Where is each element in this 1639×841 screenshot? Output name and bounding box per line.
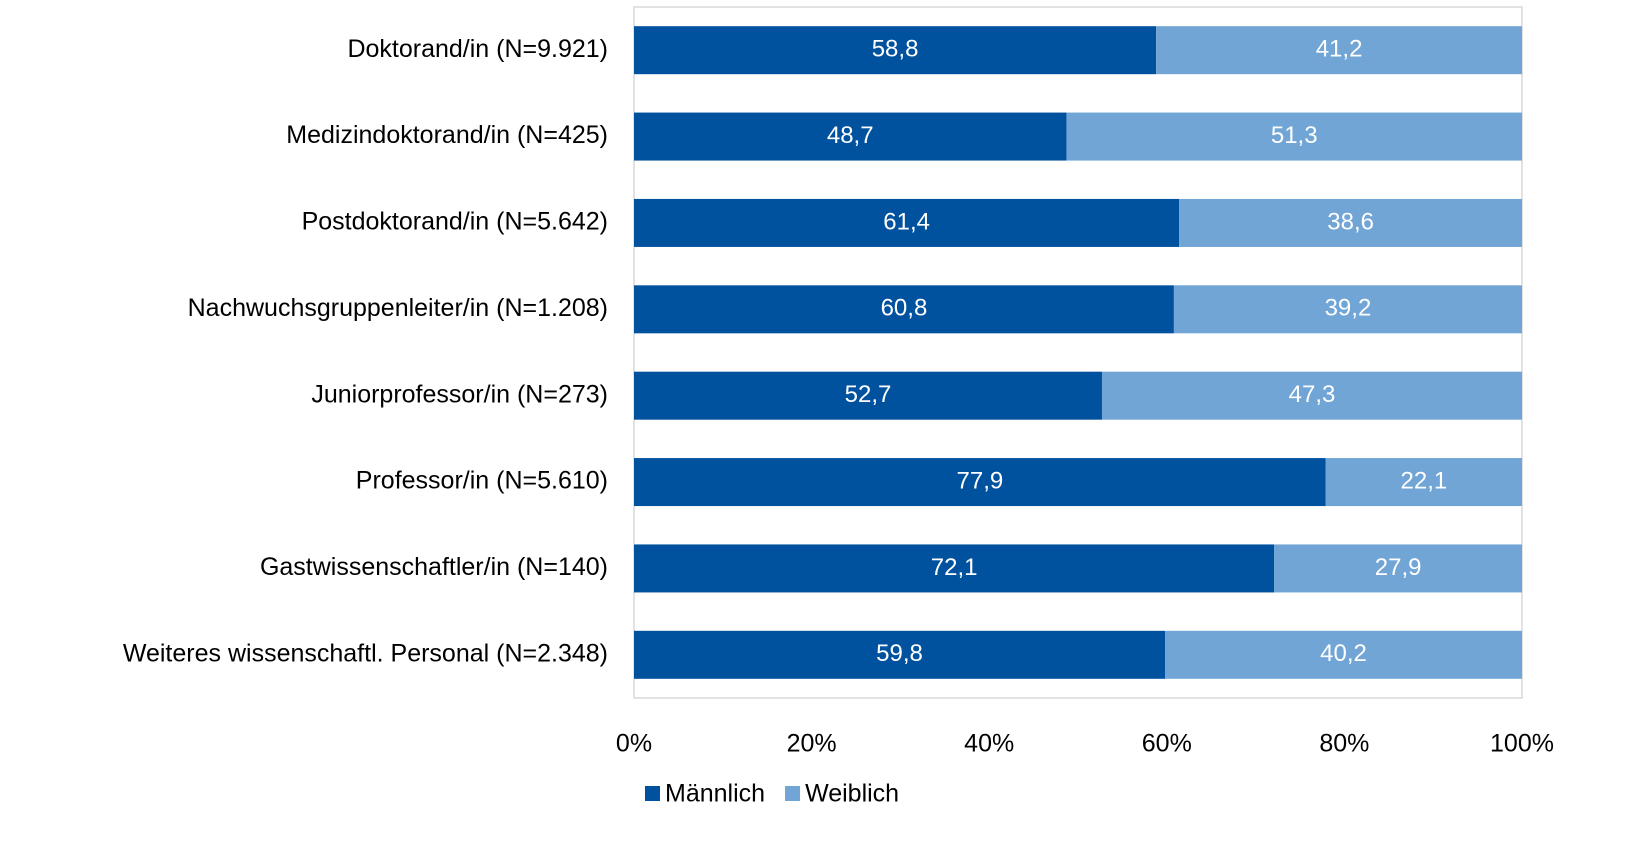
data-label: 72,1 bbox=[931, 554, 978, 581]
x-tick-label: 20% bbox=[787, 730, 837, 758]
data-label: 48,7 bbox=[827, 122, 874, 149]
data-label: 77,9 bbox=[957, 467, 1004, 494]
bar-segment bbox=[1179, 198, 1522, 247]
bar-segment bbox=[634, 26, 1157, 75]
x-tick-label: 0% bbox=[616, 730, 652, 758]
x-tick-label: 80% bbox=[1319, 730, 1369, 758]
bar-segment bbox=[1165, 630, 1522, 679]
bar-segment bbox=[634, 198, 1180, 247]
bar-segment bbox=[634, 285, 1174, 334]
legend-swatch bbox=[785, 786, 801, 801]
y-tick-label: Professor/in (N=5.610) bbox=[356, 467, 608, 495]
bar-segment bbox=[1274, 544, 1522, 593]
bar-segment bbox=[1173, 285, 1522, 334]
bar-segment bbox=[1156, 26, 1522, 75]
y-tick-label: Postdoktorand/in (N=5.642) bbox=[302, 208, 608, 236]
bar-segment bbox=[634, 544, 1275, 593]
data-label: 40,2 bbox=[1320, 640, 1367, 667]
data-label: 41,2 bbox=[1316, 36, 1363, 63]
y-tick-label: Gastwissenschaftler/in (N=140) bbox=[260, 553, 608, 581]
bar-segment bbox=[1066, 112, 1522, 161]
data-label: 52,7 bbox=[845, 381, 892, 408]
bar-segment bbox=[634, 371, 1102, 420]
data-label: 38,6 bbox=[1327, 208, 1374, 235]
plot-area bbox=[633, 6, 1523, 699]
bar-segment bbox=[1325, 458, 1522, 507]
legend-label: Männlich bbox=[665, 780, 765, 808]
data-label: 47,3 bbox=[1289, 381, 1336, 408]
y-tick-label: Weiteres wissenschaftl. Personal (N=2.34… bbox=[123, 639, 608, 667]
bar-segment bbox=[1101, 371, 1522, 420]
data-label: 58,8 bbox=[872, 36, 919, 63]
data-label: 61,4 bbox=[883, 208, 930, 235]
y-tick-label: Juniorprofessor/in (N=273) bbox=[311, 380, 608, 408]
x-tick-label: 100% bbox=[1490, 730, 1554, 758]
bar-segment bbox=[634, 112, 1067, 161]
y-tick-label: Medizindoktorand/in (N=425) bbox=[286, 121, 608, 149]
bar-segment bbox=[634, 630, 1166, 679]
legend-label: Weiblich bbox=[805, 780, 899, 808]
data-label: 60,8 bbox=[881, 295, 928, 322]
y-tick-label: Doktorand/in (N=9.921) bbox=[347, 35, 608, 63]
data-label: 59,8 bbox=[876, 640, 923, 667]
bar-segment bbox=[634, 458, 1326, 507]
data-label: 39,2 bbox=[1325, 295, 1372, 322]
data-label: 51,3 bbox=[1271, 122, 1318, 149]
data-label: 22,1 bbox=[1401, 467, 1448, 494]
x-tick-label: 40% bbox=[964, 730, 1014, 758]
legend-swatch bbox=[645, 786, 660, 801]
x-tick-label: 60% bbox=[1142, 730, 1192, 758]
data-label: 27,9 bbox=[1375, 554, 1422, 581]
y-tick-label: Nachwuchsgruppenleiter/in (N=1.208) bbox=[188, 294, 608, 322]
